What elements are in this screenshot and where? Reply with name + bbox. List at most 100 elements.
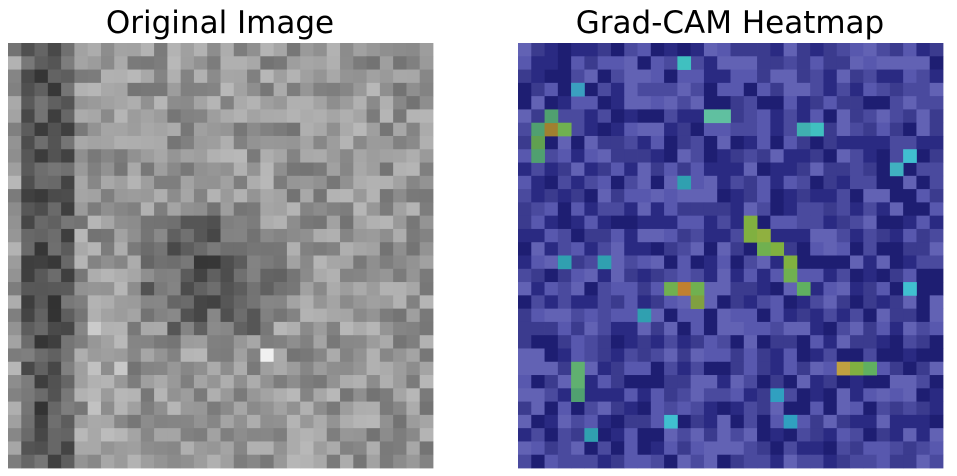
pixel	[340, 282, 354, 296]
pixel	[597, 242, 612, 256]
pixel	[247, 228, 261, 243]
pixel	[571, 43, 585, 57]
pixel	[273, 321, 288, 336]
pixel	[100, 162, 115, 177]
pixel	[876, 135, 891, 150]
pixel	[233, 43, 248, 57]
pixel	[114, 56, 128, 70]
pixel	[366, 69, 381, 84]
pixel	[140, 228, 155, 243]
pixel	[353, 441, 367, 456]
pixel	[743, 361, 758, 376]
pixel	[193, 162, 208, 177]
pixel	[273, 348, 288, 363]
pixel	[260, 308, 275, 323]
pixel	[743, 308, 758, 323]
pixel	[703, 202, 718, 217]
pixel	[929, 321, 944, 336]
pixel	[140, 69, 155, 84]
pixel	[260, 189, 275, 203]
pixel	[783, 189, 798, 203]
pixel	[366, 56, 381, 70]
pixel	[677, 441, 692, 456]
pixel	[193, 308, 208, 323]
pixel	[770, 215, 785, 230]
pixel	[114, 43, 128, 57]
pixel	[353, 401, 367, 416]
pixel	[340, 375, 354, 389]
pixel	[47, 56, 62, 70]
pixel	[100, 215, 115, 230]
pixel	[703, 255, 718, 270]
pixel	[286, 295, 301, 310]
pixel	[207, 388, 221, 402]
pixel	[8, 149, 22, 163]
pixel	[419, 414, 434, 429]
pixel	[74, 282, 89, 296]
pixel	[810, 82, 824, 97]
pixel	[876, 69, 891, 84]
pixel	[730, 321, 745, 336]
pixel	[313, 375, 328, 389]
pixel	[610, 215, 625, 230]
pixel	[610, 441, 625, 456]
pixel	[127, 69, 142, 84]
pixel	[571, 255, 585, 270]
pixel	[154, 122, 168, 137]
pixel	[518, 82, 532, 97]
pixel	[903, 82, 917, 97]
pixel	[730, 255, 745, 270]
pixel	[571, 321, 585, 336]
pixel	[233, 109, 248, 124]
pixel	[796, 215, 811, 230]
pixel	[929, 295, 944, 310]
pixel	[326, 321, 341, 336]
pixel	[167, 149, 182, 163]
pixel	[207, 43, 221, 57]
pixel	[340, 228, 354, 243]
pixel	[703, 441, 718, 456]
pixel	[584, 69, 599, 84]
pixel	[571, 82, 585, 97]
pixel	[757, 428, 771, 442]
pixel	[273, 268, 288, 283]
pixel	[193, 122, 208, 137]
pixel	[47, 255, 62, 270]
pixel	[313, 56, 328, 70]
pixel	[180, 202, 195, 217]
pixel	[743, 242, 758, 256]
pixel	[47, 321, 62, 336]
pixel	[903, 189, 917, 203]
pixel	[889, 414, 904, 429]
pixel	[690, 69, 705, 84]
pixel	[313, 388, 328, 402]
pixel	[664, 96, 678, 110]
pixel	[584, 189, 599, 203]
pixel	[340, 202, 354, 217]
pixel	[717, 175, 731, 190]
pixel	[167, 202, 182, 217]
pixel	[87, 255, 102, 270]
pixel	[180, 69, 195, 84]
pixel	[260, 149, 275, 163]
pixel	[637, 388, 652, 402]
pixel	[21, 348, 35, 363]
pixel	[783, 96, 798, 110]
pixel	[757, 308, 771, 323]
pixel	[313, 428, 328, 442]
pixel	[876, 441, 891, 456]
pixel	[876, 268, 891, 283]
pixel	[34, 228, 49, 243]
pixel	[8, 348, 22, 363]
pixel	[220, 388, 235, 402]
pixel	[8, 361, 22, 376]
pixel	[286, 321, 301, 336]
pixel	[544, 268, 559, 283]
pixel	[47, 43, 62, 57]
pixel	[193, 441, 208, 456]
pixel	[770, 122, 785, 137]
pixel	[544, 189, 559, 203]
pixel	[637, 295, 652, 310]
pixel	[340, 348, 354, 363]
pixel	[47, 109, 62, 124]
